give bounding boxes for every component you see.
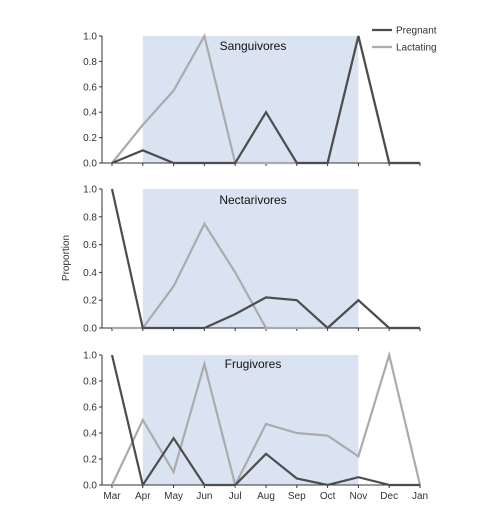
y-tick-label: 0.4: [83, 108, 97, 119]
highlight-region: [142, 355, 359, 485]
y-tick-label: 0.8: [83, 377, 97, 388]
y-tick-label: 0.0: [83, 324, 97, 335]
y-tick-label: 0.8: [83, 212, 97, 223]
y-tick-label: 0.2: [83, 296, 97, 307]
y-tick-label: 0.4: [83, 268, 97, 279]
series-line-pregnant: [110, 354, 420, 488]
y-tick-label: 0.6: [83, 240, 97, 251]
series-line-pregnant: [110, 188, 420, 330]
y-tick-label: 0.8: [83, 57, 97, 68]
x-tick-label: May: [164, 491, 183, 502]
y-tick-label: 1.0: [83, 32, 97, 43]
x-tick-label: Jan: [412, 491, 428, 502]
y-tick-label: 0.6: [83, 82, 97, 93]
x-tick-label: Nov: [350, 491, 368, 502]
y-tick-label: 0.0: [83, 481, 97, 492]
y-tick-label: 0.4: [83, 429, 97, 440]
y-tick-label: 0.6: [83, 403, 97, 414]
x-tick-label: Jul: [229, 491, 242, 502]
x-tick-label: Aug: [257, 491, 275, 502]
highlight-region: [142, 36, 359, 163]
x-tick-label: Oct: [320, 491, 336, 502]
panel-nectarivores: 0.0 0.2 0.4 0.6 0.8 1.0 Nectarivores: [83, 185, 421, 335]
x-tick-label: Dec: [380, 491, 398, 502]
y-tick-label: 1.0: [83, 185, 97, 196]
y-axis-label: Proportion: [61, 235, 72, 281]
panel-title: Nectarivores: [219, 193, 286, 207]
legend-label-lactating: Lactating: [396, 43, 437, 54]
x-tick-label: Mar: [103, 491, 121, 502]
panel-sanguivores: 0.0 0.2 0.4 0.6 0.8 1.0 Sanguivores: [83, 32, 421, 170]
y-tick-label: 1.0: [83, 351, 97, 362]
y-tick-label: 0.2: [83, 133, 97, 144]
y-tick-label: 0.2: [83, 455, 97, 466]
highlight-region: [142, 189, 359, 328]
legend: Pregnant Lactating: [372, 26, 437, 54]
panel-title: Frugivores: [225, 357, 282, 371]
x-tick-label: Jun: [196, 491, 212, 502]
series-line-pregnant: [111, 35, 420, 165]
y-tick-label: 0.0: [83, 159, 97, 170]
x-tick-label: Sep: [288, 491, 306, 502]
legend-label-pregnant: Pregnant: [396, 26, 437, 37]
panel-title: Sanguivores: [220, 39, 287, 53]
panel-frugivores: 0.0 0.2 0.4 0.6 0.8 1.0 Frugivores: [83, 351, 422, 492]
x-tick-label: Apr: [135, 491, 151, 502]
panels: 0.00.20.40.60.81.0Sanguivores0.00.20.40.…: [83, 32, 428, 503]
